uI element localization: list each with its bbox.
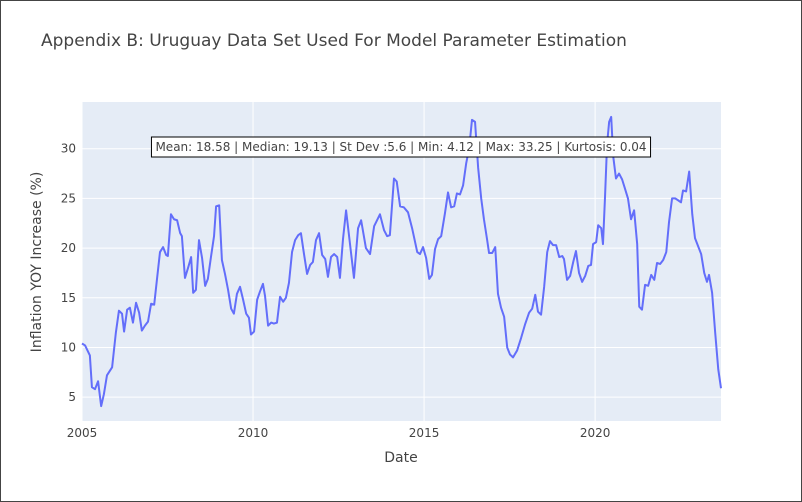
x-tick-label: 2015 <box>409 426 440 440</box>
annotation: Mean: 18.58 | Median: 19.13 | St Dev :5.… <box>150 136 652 158</box>
annotation-box <box>150 136 652 158</box>
chart-title: Appendix B: Uruguay Data Set Used For Mo… <box>41 31 627 51</box>
x-tick-label: 2005 <box>67 426 98 440</box>
x-tick-label: 2020 <box>580 426 611 440</box>
y-axis-label: Inflation YOY Increase (%) <box>29 172 45 353</box>
x-tick-label: 2010 <box>238 426 269 440</box>
y-tick-label: 5 <box>68 390 76 404</box>
y-tick-label: 30 <box>61 142 76 156</box>
data-line <box>81 115 722 408</box>
x-axis-label: Date <box>384 450 417 466</box>
annotation-text: Mean: 18.58 | Median: 19.13 | St Dev :5.… <box>155 140 646 154</box>
y-tick-label: 20 <box>61 241 76 255</box>
y-tick-label: 25 <box>61 191 76 205</box>
y-tick-label: 15 <box>61 291 76 305</box>
y-tick-label: 10 <box>61 340 76 354</box>
